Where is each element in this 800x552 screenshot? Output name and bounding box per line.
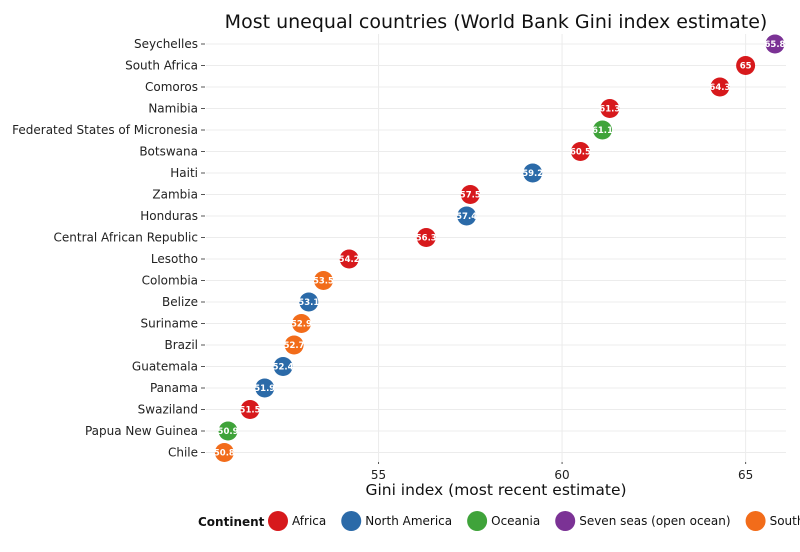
legend-item-label: Africa (292, 514, 326, 528)
gridlines (206, 34, 786, 462)
data-point-label: 54.2 (339, 255, 360, 265)
data-point (284, 335, 304, 355)
axes: 55 60 65 Seychelles South Africa Comoros Namib… (12, 37, 753, 482)
data-point (460, 185, 480, 204)
country-label: Chile (168, 446, 198, 460)
data-point-label: 60.5 (570, 148, 591, 158)
country-label: Lesotho (151, 252, 198, 266)
data-point (218, 421, 238, 441)
data-point (214, 443, 234, 462)
legend-item-label: South America (770, 514, 800, 528)
data-point-label: 59.2 (522, 169, 543, 179)
data-point-label: 57.5 (460, 191, 481, 201)
data-point-label: 53.1 (298, 298, 319, 308)
x-tick-label: 65 (738, 468, 753, 482)
x-tick-label: 55 (371, 468, 386, 482)
data-point-label: 51.9 (254, 384, 275, 394)
data-point-label: 50.8 (214, 449, 235, 459)
country-label: Papua New Guinea (85, 424, 198, 438)
legend-swatch (555, 511, 576, 531)
data-point-label: 50.9 (218, 427, 239, 437)
country-label: Honduras (140, 209, 198, 223)
data-point (313, 271, 333, 290)
data-point-label: 65.8 (764, 40, 785, 50)
data-point (240, 400, 260, 419)
data-point (570, 142, 590, 161)
data-point (592, 120, 612, 140)
country-label: Namibia (148, 102, 198, 116)
country-label: Federated States of Micronesia (12, 123, 198, 137)
country-label: Comoros (145, 80, 198, 94)
country-label: South Africa (125, 59, 198, 73)
country-label: Botswana (139, 145, 198, 159)
country-label: Guatemala (132, 360, 198, 374)
country-label: Seychelles (134, 37, 198, 51)
data-point-label: 64.3 (709, 83, 730, 93)
legend-item-label: Seven seas (open ocean) (579, 514, 730, 528)
chart-title: Most unequal countries (World Bank Gini … (225, 11, 768, 33)
data-point-label: 51.5 (240, 406, 261, 416)
data-point-label: 53.5 (313, 277, 334, 287)
data-point (291, 314, 311, 333)
x-axis-label: Gini index (most recent estimate) (365, 481, 626, 499)
country-label: Zambia (152, 188, 198, 202)
data-point (736, 56, 756, 75)
data-point-label: 61.3 (599, 105, 620, 115)
data-point-label: 52.9 (291, 320, 312, 330)
data-point (457, 206, 477, 226)
country-label: Haiti (170, 166, 198, 180)
legend-swatch (467, 511, 488, 531)
legend-swatch (745, 511, 766, 531)
country-label: Belize (162, 295, 198, 309)
legend: Continent Africa North America Oceania Seve… (198, 511, 800, 531)
country-label: Colombia (142, 274, 198, 288)
legend-item-label: North America (365, 514, 452, 528)
data-point-label: 52.7 (284, 341, 305, 351)
country-label: Swaziland (138, 403, 198, 417)
data-point-label: 61.1 (592, 126, 613, 136)
data-point (416, 228, 436, 247)
data-point (299, 292, 319, 312)
data-point (523, 163, 543, 183)
country-label: Suriname (140, 317, 198, 331)
data-point (710, 77, 730, 97)
data-point (339, 249, 359, 269)
data-point (765, 34, 785, 54)
legend-title: Continent (198, 515, 265, 529)
country-label: Panama (150, 381, 198, 395)
country-label: Brazil (165, 338, 199, 352)
data-point-label: 65 (740, 62, 752, 72)
data-point (255, 378, 275, 398)
data-point-label: 52.4 (273, 363, 294, 373)
data-point (273, 357, 293, 376)
legend-item-label: Oceania (491, 514, 540, 528)
data-point (600, 99, 620, 118)
x-tick-label: 60 (554, 468, 569, 482)
legend-swatch (341, 511, 362, 531)
data-point-label: 56.3 (416, 234, 437, 244)
data-points: 65.8 65 64.3 61.3 61.1 60.5 59.2 57.5 57.4 56.3 54… (214, 34, 786, 462)
country-label: Central African Republic (54, 231, 198, 245)
data-point-label: 57.4 (456, 212, 477, 222)
legend-swatch (268, 511, 288, 531)
